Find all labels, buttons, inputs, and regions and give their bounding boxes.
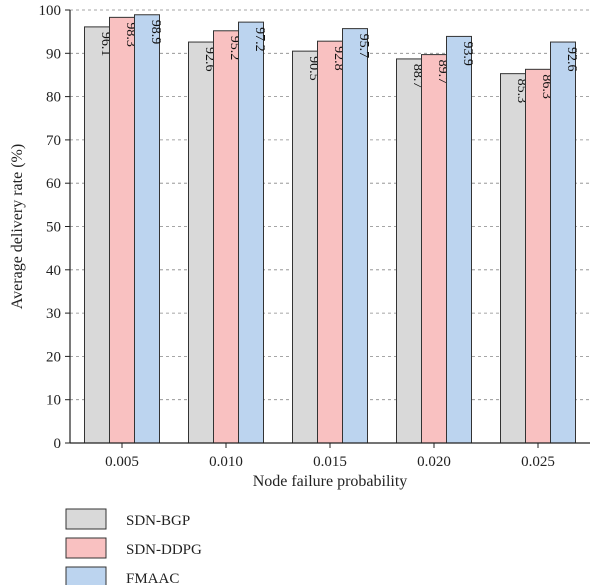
legend-swatch bbox=[65, 537, 107, 559]
x-tick-labels: 0.005 0.010 0.015 0.020 0.025 bbox=[105, 454, 555, 470]
y-tick-label: 50 bbox=[46, 220, 61, 236]
bar bbox=[396, 58, 422, 444]
x-tick-label: 0.020 bbox=[417, 454, 451, 470]
bar bbox=[525, 68, 551, 444]
bar-value-label: 98.9 bbox=[148, 20, 163, 45]
bar bbox=[421, 54, 447, 444]
bar bbox=[134, 14, 160, 444]
legend-label: SDN-BGP bbox=[126, 513, 190, 529]
bar bbox=[317, 40, 343, 444]
y-tick-label: 100 bbox=[39, 3, 62, 19]
x-tick-label: 0.025 bbox=[521, 454, 555, 470]
x-tick-label: 0.015 bbox=[313, 454, 347, 470]
bar bbox=[238, 21, 264, 444]
y-tick-labels: 0 10 20 30 40 50 60 70 80 90 100 bbox=[39, 3, 62, 452]
bar bbox=[292, 50, 318, 444]
y-tick-label: 10 bbox=[46, 393, 61, 409]
y-tick-label: 30 bbox=[46, 306, 61, 322]
bar bbox=[342, 28, 368, 444]
y-tick-label: 90 bbox=[46, 46, 61, 62]
legend-label: SDN-DDPG bbox=[126, 542, 202, 558]
legend-swatch bbox=[65, 566, 107, 585]
bar bbox=[550, 41, 576, 444]
bar-value-label: 93.9 bbox=[460, 41, 475, 65]
y-tick-label: 40 bbox=[46, 263, 61, 279]
bar bbox=[109, 16, 135, 444]
y-tick-label: 70 bbox=[46, 133, 61, 149]
y-tick-label: 0 bbox=[54, 436, 62, 452]
axes bbox=[65, 9, 590, 448]
bar bbox=[500, 73, 526, 444]
x-tick-label: 0.010 bbox=[209, 454, 243, 470]
y-axis-title: Average delivery rate (%) bbox=[9, 144, 26, 309]
bar bbox=[446, 35, 472, 444]
y-tick-label: 20 bbox=[46, 349, 61, 365]
y-tick-label: 60 bbox=[46, 176, 61, 192]
bar-value-label: 95.7 bbox=[356, 34, 371, 59]
bar bbox=[84, 26, 110, 444]
bar-groups: 96.1 98.3 98.992.6 95.2 97.290.5 92.895.788.7… bbox=[84, 14, 579, 444]
bar bbox=[213, 30, 239, 444]
legend-label: FMAAC bbox=[126, 571, 179, 585]
bar-value-label: 92.6 bbox=[564, 47, 579, 72]
legend: SDN-BGP SDN-DDPG FMAAC bbox=[65, 508, 202, 585]
bar bbox=[188, 41, 214, 444]
y-tick-label: 80 bbox=[46, 90, 61, 106]
bar-value-label: 97.2 bbox=[252, 27, 267, 52]
x-axis-title: Node failure probability bbox=[253, 473, 408, 490]
legend-swatch bbox=[65, 508, 107, 530]
x-tick-label: 0.005 bbox=[105, 454, 139, 470]
